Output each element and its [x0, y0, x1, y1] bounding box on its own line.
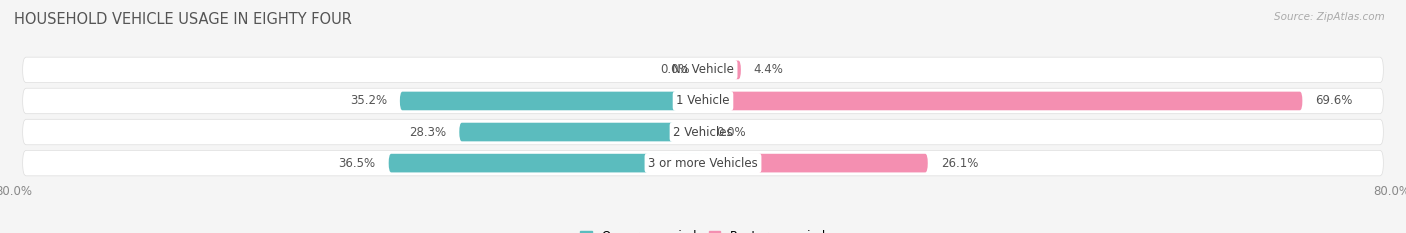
FancyBboxPatch shape: [460, 123, 703, 141]
Text: 0.0%: 0.0%: [716, 126, 745, 139]
Text: 69.6%: 69.6%: [1315, 94, 1353, 107]
Text: Source: ZipAtlas.com: Source: ZipAtlas.com: [1274, 12, 1385, 22]
Text: 0.0%: 0.0%: [661, 63, 690, 76]
Text: 1 Vehicle: 1 Vehicle: [676, 94, 730, 107]
Text: HOUSEHOLD VEHICLE USAGE IN EIGHTY FOUR: HOUSEHOLD VEHICLE USAGE IN EIGHTY FOUR: [14, 12, 352, 27]
FancyBboxPatch shape: [22, 57, 1384, 83]
Text: 3 or more Vehicles: 3 or more Vehicles: [648, 157, 758, 170]
Text: No Vehicle: No Vehicle: [672, 63, 734, 76]
FancyBboxPatch shape: [703, 61, 741, 79]
FancyBboxPatch shape: [22, 150, 1384, 176]
FancyBboxPatch shape: [399, 92, 703, 110]
Text: 26.1%: 26.1%: [941, 157, 979, 170]
Legend: Owner-occupied, Renter-occupied: Owner-occupied, Renter-occupied: [575, 225, 831, 233]
FancyBboxPatch shape: [22, 119, 1384, 145]
FancyBboxPatch shape: [703, 154, 928, 172]
Text: 35.2%: 35.2%: [350, 94, 387, 107]
FancyBboxPatch shape: [388, 154, 703, 172]
Text: 28.3%: 28.3%: [409, 126, 446, 139]
FancyBboxPatch shape: [22, 88, 1384, 114]
Text: 36.5%: 36.5%: [339, 157, 375, 170]
FancyBboxPatch shape: [703, 92, 1302, 110]
Text: 4.4%: 4.4%: [754, 63, 783, 76]
Text: 2 Vehicles: 2 Vehicles: [673, 126, 733, 139]
